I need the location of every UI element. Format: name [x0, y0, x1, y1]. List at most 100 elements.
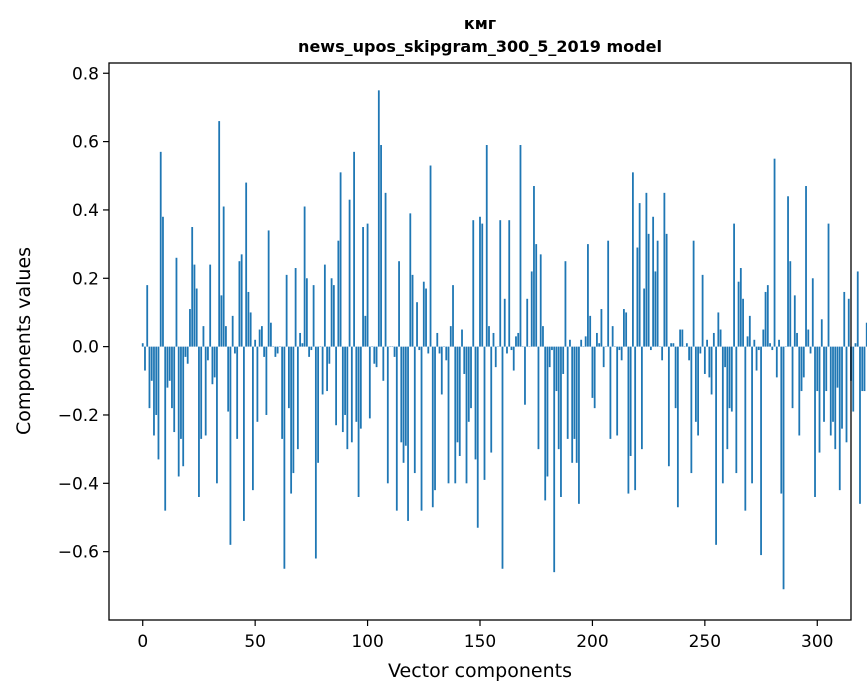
bar: [802, 346, 805, 378]
bar: [375, 346, 378, 368]
bar: [834, 346, 837, 450]
bar: [539, 254, 542, 347]
bar: [782, 346, 785, 590]
bar: [328, 346, 331, 364]
bar: [249, 312, 252, 347]
bar: [488, 326, 490, 347]
bar: [600, 309, 603, 347]
bar: [564, 261, 567, 347]
plot-frame: [108, 62, 852, 621]
bar: [685, 343, 688, 347]
bar: [193, 264, 196, 347]
bar: [256, 346, 259, 422]
bar: [285, 274, 288, 347]
bar: [566, 346, 569, 439]
bar: [816, 346, 819, 392]
bar: [733, 223, 735, 347]
bar: [479, 216, 481, 347]
bar: [467, 346, 470, 422]
bar: [339, 172, 342, 347]
bar: [359, 346, 362, 429]
bar: [314, 346, 317, 559]
y-tick-label: 0.2: [72, 269, 99, 289]
y-tick-label: −0.2: [58, 406, 99, 426]
bar: [425, 288, 427, 347]
bar: [220, 295, 223, 347]
bar: [449, 326, 452, 347]
bar: [584, 336, 587, 347]
bar: [517, 332, 520, 347]
bar: [252, 346, 254, 491]
bar: [395, 346, 398, 511]
bar: [150, 346, 153, 381]
bar: [366, 223, 369, 347]
bar: [616, 346, 619, 436]
bar: [757, 346, 760, 351]
bar: [346, 346, 349, 450]
bar: [377, 90, 380, 347]
bar: [191, 227, 194, 347]
bar: [533, 186, 535, 347]
bar: [578, 346, 580, 504]
bar: [321, 346, 324, 395]
bar: [832, 346, 834, 422]
bar: [364, 315, 367, 347]
bar: [665, 233, 668, 347]
bar: [494, 346, 497, 368]
bar: [207, 346, 209, 361]
bar: [186, 346, 189, 364]
bar: [276, 346, 279, 354]
bar: [663, 192, 666, 347]
bar: [510, 346, 513, 351]
bar: [524, 346, 526, 405]
bar: [368, 346, 371, 419]
bar: [569, 339, 571, 347]
bar: [634, 346, 637, 491]
bar: [560, 346, 562, 497]
bar: [294, 268, 297, 347]
bar: [823, 346, 825, 422]
bar: [227, 346, 230, 412]
x-tick-label: 300: [801, 632, 833, 652]
bar: [726, 346, 729, 450]
bar: [398, 261, 400, 347]
bar: [303, 206, 306, 347]
bar: [182, 346, 185, 467]
bar: [537, 346, 540, 450]
bar: [384, 192, 387, 347]
bar: [231, 315, 234, 347]
bar: [825, 346, 828, 392]
bar: [434, 346, 436, 491]
bar: [265, 346, 268, 415]
bar: [317, 346, 320, 463]
bar: [843, 291, 846, 347]
bar: [649, 346, 652, 351]
bar: [472, 220, 475, 347]
bar: [746, 336, 749, 347]
bar: [247, 291, 250, 347]
bar: [820, 319, 823, 347]
bar: [404, 346, 407, 446]
bar: [465, 346, 468, 484]
bar: [263, 346, 266, 357]
bar: [393, 346, 396, 357]
x-tick-label: 50: [244, 632, 266, 652]
bar: [335, 346, 337, 426]
bar: [661, 346, 664, 361]
bar: [557, 346, 560, 450]
bar: [515, 336, 517, 347]
bar: [481, 223, 484, 347]
bar: [863, 346, 866, 392]
y-axis-ticks: −0.6 −0.4 −0.2 0.0 0.2 0.4 0.6 0.8: [58, 64, 109, 563]
bar: [787, 196, 789, 347]
bar: [838, 346, 841, 491]
bar: [202, 326, 205, 347]
bar: [760, 346, 762, 556]
bar: [332, 285, 335, 347]
bar: [710, 346, 713, 395]
bar: [667, 346, 670, 467]
bar: [308, 346, 311, 357]
bar: [175, 257, 178, 347]
bar: [580, 339, 583, 347]
bar: [861, 346, 864, 392]
